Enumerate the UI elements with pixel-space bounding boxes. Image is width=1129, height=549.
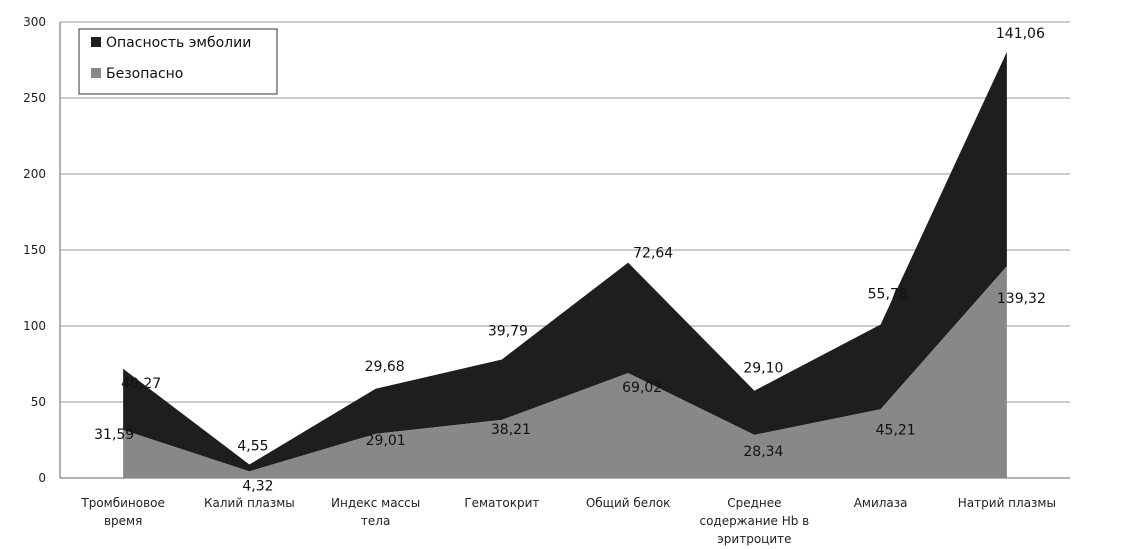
- x-category-label: Среднее содержание Hb в эритроците: [699, 496, 809, 546]
- data-label-embolism: 141,06: [996, 26, 1045, 42]
- data-label-safe: 45,21: [876, 422, 916, 438]
- x-category-label: Индекс массы тела: [331, 496, 420, 528]
- legend-item-embolism-swatch: [91, 37, 101, 47]
- x-category-label: Общий белок: [586, 496, 671, 510]
- data-label-safe: 139,32: [997, 291, 1046, 307]
- data-label-safe: 4,32: [242, 478, 273, 494]
- legend-item-embolism-label: Опасность эмболии: [106, 35, 251, 51]
- x-category-label: Натрий плазмы: [958, 496, 1056, 510]
- data-label-embolism: 29,10: [743, 361, 783, 377]
- data-label-safe: 69,02: [622, 380, 662, 396]
- x-category-label: Тромбиновое время: [80, 496, 165, 528]
- area-series-safe: [123, 266, 1007, 478]
- data-label-safe: 38,21: [491, 422, 531, 438]
- x-category-label: Амилаза: [854, 496, 908, 510]
- data-label-safe: 28,34: [743, 444, 783, 460]
- data-label-embolism: 4,55: [237, 439, 268, 455]
- area-series-embolism: [123, 51, 1007, 472]
- data-label-embolism: 55,78: [868, 286, 908, 302]
- y-tick-label: 100: [23, 319, 46, 333]
- legend-box: [78, 28, 278, 95]
- x-category-label: Гематокрит: [464, 496, 539, 510]
- y-tick-label: 200: [23, 167, 46, 181]
- data-label-embolism: 72,64: [633, 246, 673, 262]
- data-label-embolism: 39,79: [488, 323, 528, 339]
- data-label-embolism: 40,27: [121, 376, 161, 392]
- y-tick-label: 300: [23, 15, 46, 29]
- y-tick-label: 0: [38, 471, 46, 485]
- y-tick-label: 250: [23, 91, 46, 105]
- y-tick-label: 50: [31, 395, 46, 409]
- data-label-safe: 29,01: [366, 433, 406, 449]
- data-label-safe: 31,59: [94, 427, 134, 443]
- x-category-label: Калий плазмы: [204, 496, 295, 510]
- legend-item-safe-swatch: [91, 68, 101, 78]
- y-tick-label: 150: [23, 243, 46, 257]
- legend-item-safe-label: Безопасно: [106, 66, 183, 82]
- data-label-embolism: 29,68: [365, 359, 405, 375]
